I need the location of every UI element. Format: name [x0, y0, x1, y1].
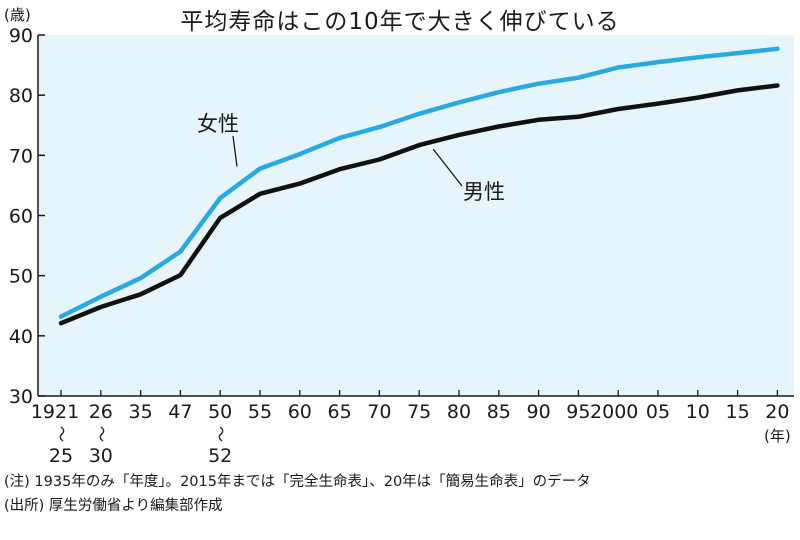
x-tick-label: 2000 [590, 401, 638, 423]
x-tick-label-end: 30 [89, 445, 113, 467]
x-tick-label: 35 [129, 401, 153, 423]
x-tick-range-mark: 〜 [211, 426, 230, 442]
x-tick-label: 65 [328, 401, 352, 423]
male-callout-line [432, 148, 463, 187]
plot-background [38, 35, 794, 396]
x-tick-label: 50 [208, 401, 232, 423]
y-axis-unit: (歳) [4, 6, 31, 24]
x-tick-label: 15 [726, 401, 750, 423]
x-tick-label: 05 [646, 401, 670, 423]
x-axis-unit: (年) [764, 427, 791, 445]
female-callout-line [232, 135, 238, 167]
female-label: 女性 [197, 112, 239, 136]
x-tick-label: 85 [487, 401, 511, 423]
y-tick-label: 80 [9, 85, 33, 107]
x-tick-label: 10 [686, 401, 710, 423]
y-tick-label: 90 [9, 25, 33, 47]
series-line-male [58, 83, 780, 326]
x-tick-label-end: 52 [208, 445, 232, 467]
x-tick-label: 60 [288, 401, 312, 423]
x-tick-label: 20 [765, 401, 789, 423]
male-label: 男性 [463, 180, 505, 204]
x-tick-label: 55 [248, 401, 272, 423]
x-tick-label: 80 [447, 401, 471, 423]
x-tick-label: 95 [566, 401, 590, 423]
x-tick-label: 1921 [31, 401, 79, 423]
x-tick-label-end: 25 [49, 445, 73, 467]
series-line-female [58, 46, 780, 319]
y-tick-label: 60 [9, 206, 33, 228]
chart-title: 平均寿命はこの10年で大きく伸びている [180, 9, 620, 35]
y-tick-label: 30 [9, 386, 33, 408]
life-expectancy-chart: 30 40 50 60 70 80 90 1921 〜 25 26 〜 30 35 47 50 〜 52 55 60 6… [9, 25, 794, 467]
x-tick-label: 70 [367, 401, 391, 423]
x-tick-label: 47 [168, 401, 192, 423]
x-tick-range-mark: 〜 [52, 426, 71, 442]
x-tick-label: 75 [407, 401, 431, 423]
x-tick-label: 90 [527, 401, 551, 423]
source-note: (出所) 厚生労働省より編集部作成 [4, 498, 223, 514]
x-tick-label: 26 [89, 401, 113, 423]
y-tick-label: 70 [9, 145, 33, 167]
y-tick-label: 40 [9, 326, 33, 348]
x-tick-range-mark: 〜 [92, 426, 111, 442]
y-tick-label: 50 [9, 266, 33, 288]
footnote: (注) 1935年のみ「年度」。2015年までは「完全生命表」、20年は「簡易生… [4, 474, 591, 490]
